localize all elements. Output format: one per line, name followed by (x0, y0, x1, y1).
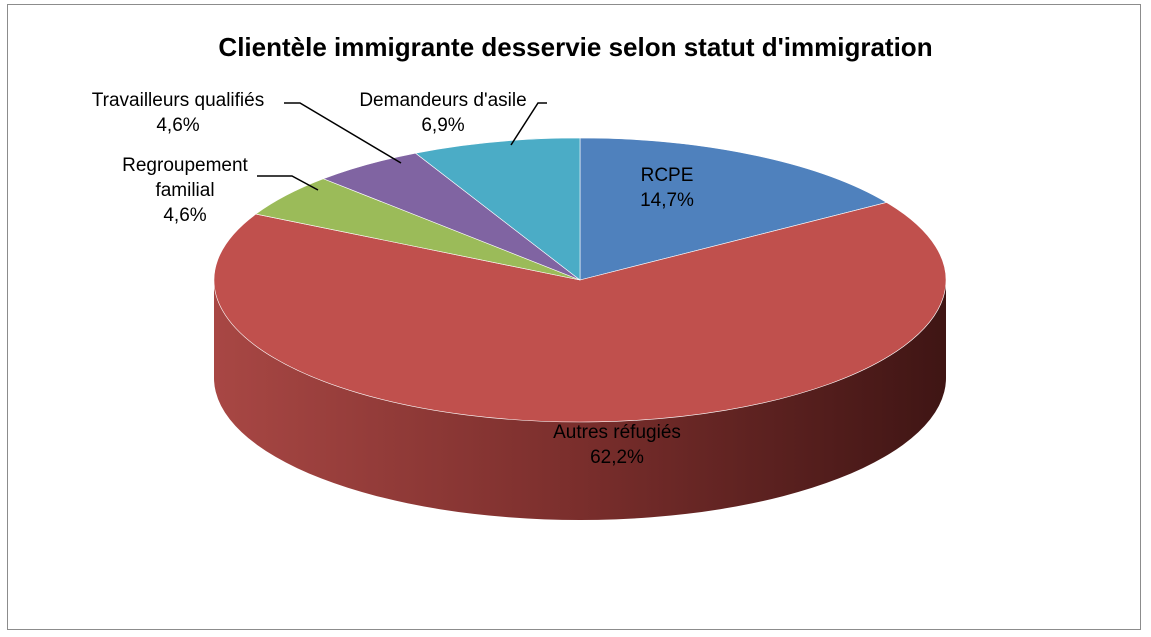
data-label-regroupement-familial-name: familial (155, 180, 214, 201)
data-label-autres-refugies-name: Autres réfugiés (553, 422, 681, 443)
chart-title: Clientèle immigrante desservie selon sta… (218, 32, 933, 62)
pie-slice-autres-refugies (213, 202, 947, 423)
data-label-demandeurs-d-asile-name: Demandeurs d'asile (359, 90, 526, 111)
leader-line-regroupement-familial (257, 175, 319, 191)
leader-line-travailleurs-qualifies (284, 102, 402, 164)
data-label-rcpe-pct: 14,7% (640, 190, 694, 211)
data-label-rcpe-name: RCPE (641, 165, 694, 186)
data-label-regroupement-familial-pct: 4,6% (163, 205, 206, 226)
data-label-regroupement-familial-name: Regroupement (122, 155, 248, 176)
pie-slice-demandeurs-d-asile (414, 137, 581, 281)
pie-side-wall (214, 280, 946, 520)
pie-slice-rcpe (579, 137, 888, 281)
data-label-demandeurs-d-asile-pct: 6,9% (421, 115, 464, 136)
data-label-travailleurs-qualifies-name: Travailleurs qualifiés (92, 90, 264, 111)
data-label-autres-refugies-pct: 62,2% (590, 447, 644, 468)
data-label-travailleurs-qualifies-pct: 4,6% (156, 115, 199, 136)
leader-line-demandeurs-d-asile (510, 102, 547, 146)
